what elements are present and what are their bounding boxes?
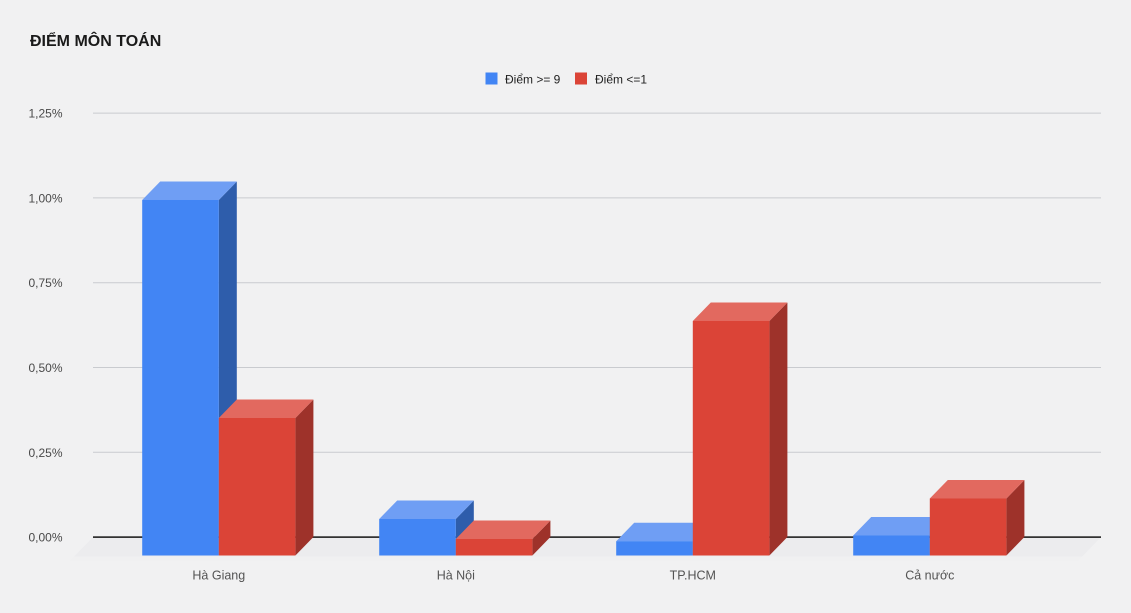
svg-text:0,25%: 0,25%: [28, 446, 62, 460]
svg-text:Hà Nội: Hà Nội: [437, 568, 475, 582]
svg-text:0,50%: 0,50%: [28, 361, 62, 375]
svg-text:0,75%: 0,75%: [28, 276, 62, 290]
svg-text:1,00%: 1,00%: [28, 191, 62, 205]
svg-text:0,00%: 0,00%: [28, 531, 62, 545]
svg-text:ĐIỂM MÔN TOÁN: ĐIỂM MÔN TOÁN: [30, 31, 161, 50]
svg-text:TP.HCM: TP.HCM: [670, 568, 716, 582]
svg-text:Điểm <=1: Điểm <=1: [595, 73, 647, 87]
svg-text:Điểm >= 9: Điểm >= 9: [505, 73, 561, 87]
svg-text:Cả nước: Cả nước: [905, 568, 954, 582]
svg-text:Hà Giang: Hà Giang: [192, 568, 245, 582]
svg-text:1,25%: 1,25%: [28, 107, 62, 121]
